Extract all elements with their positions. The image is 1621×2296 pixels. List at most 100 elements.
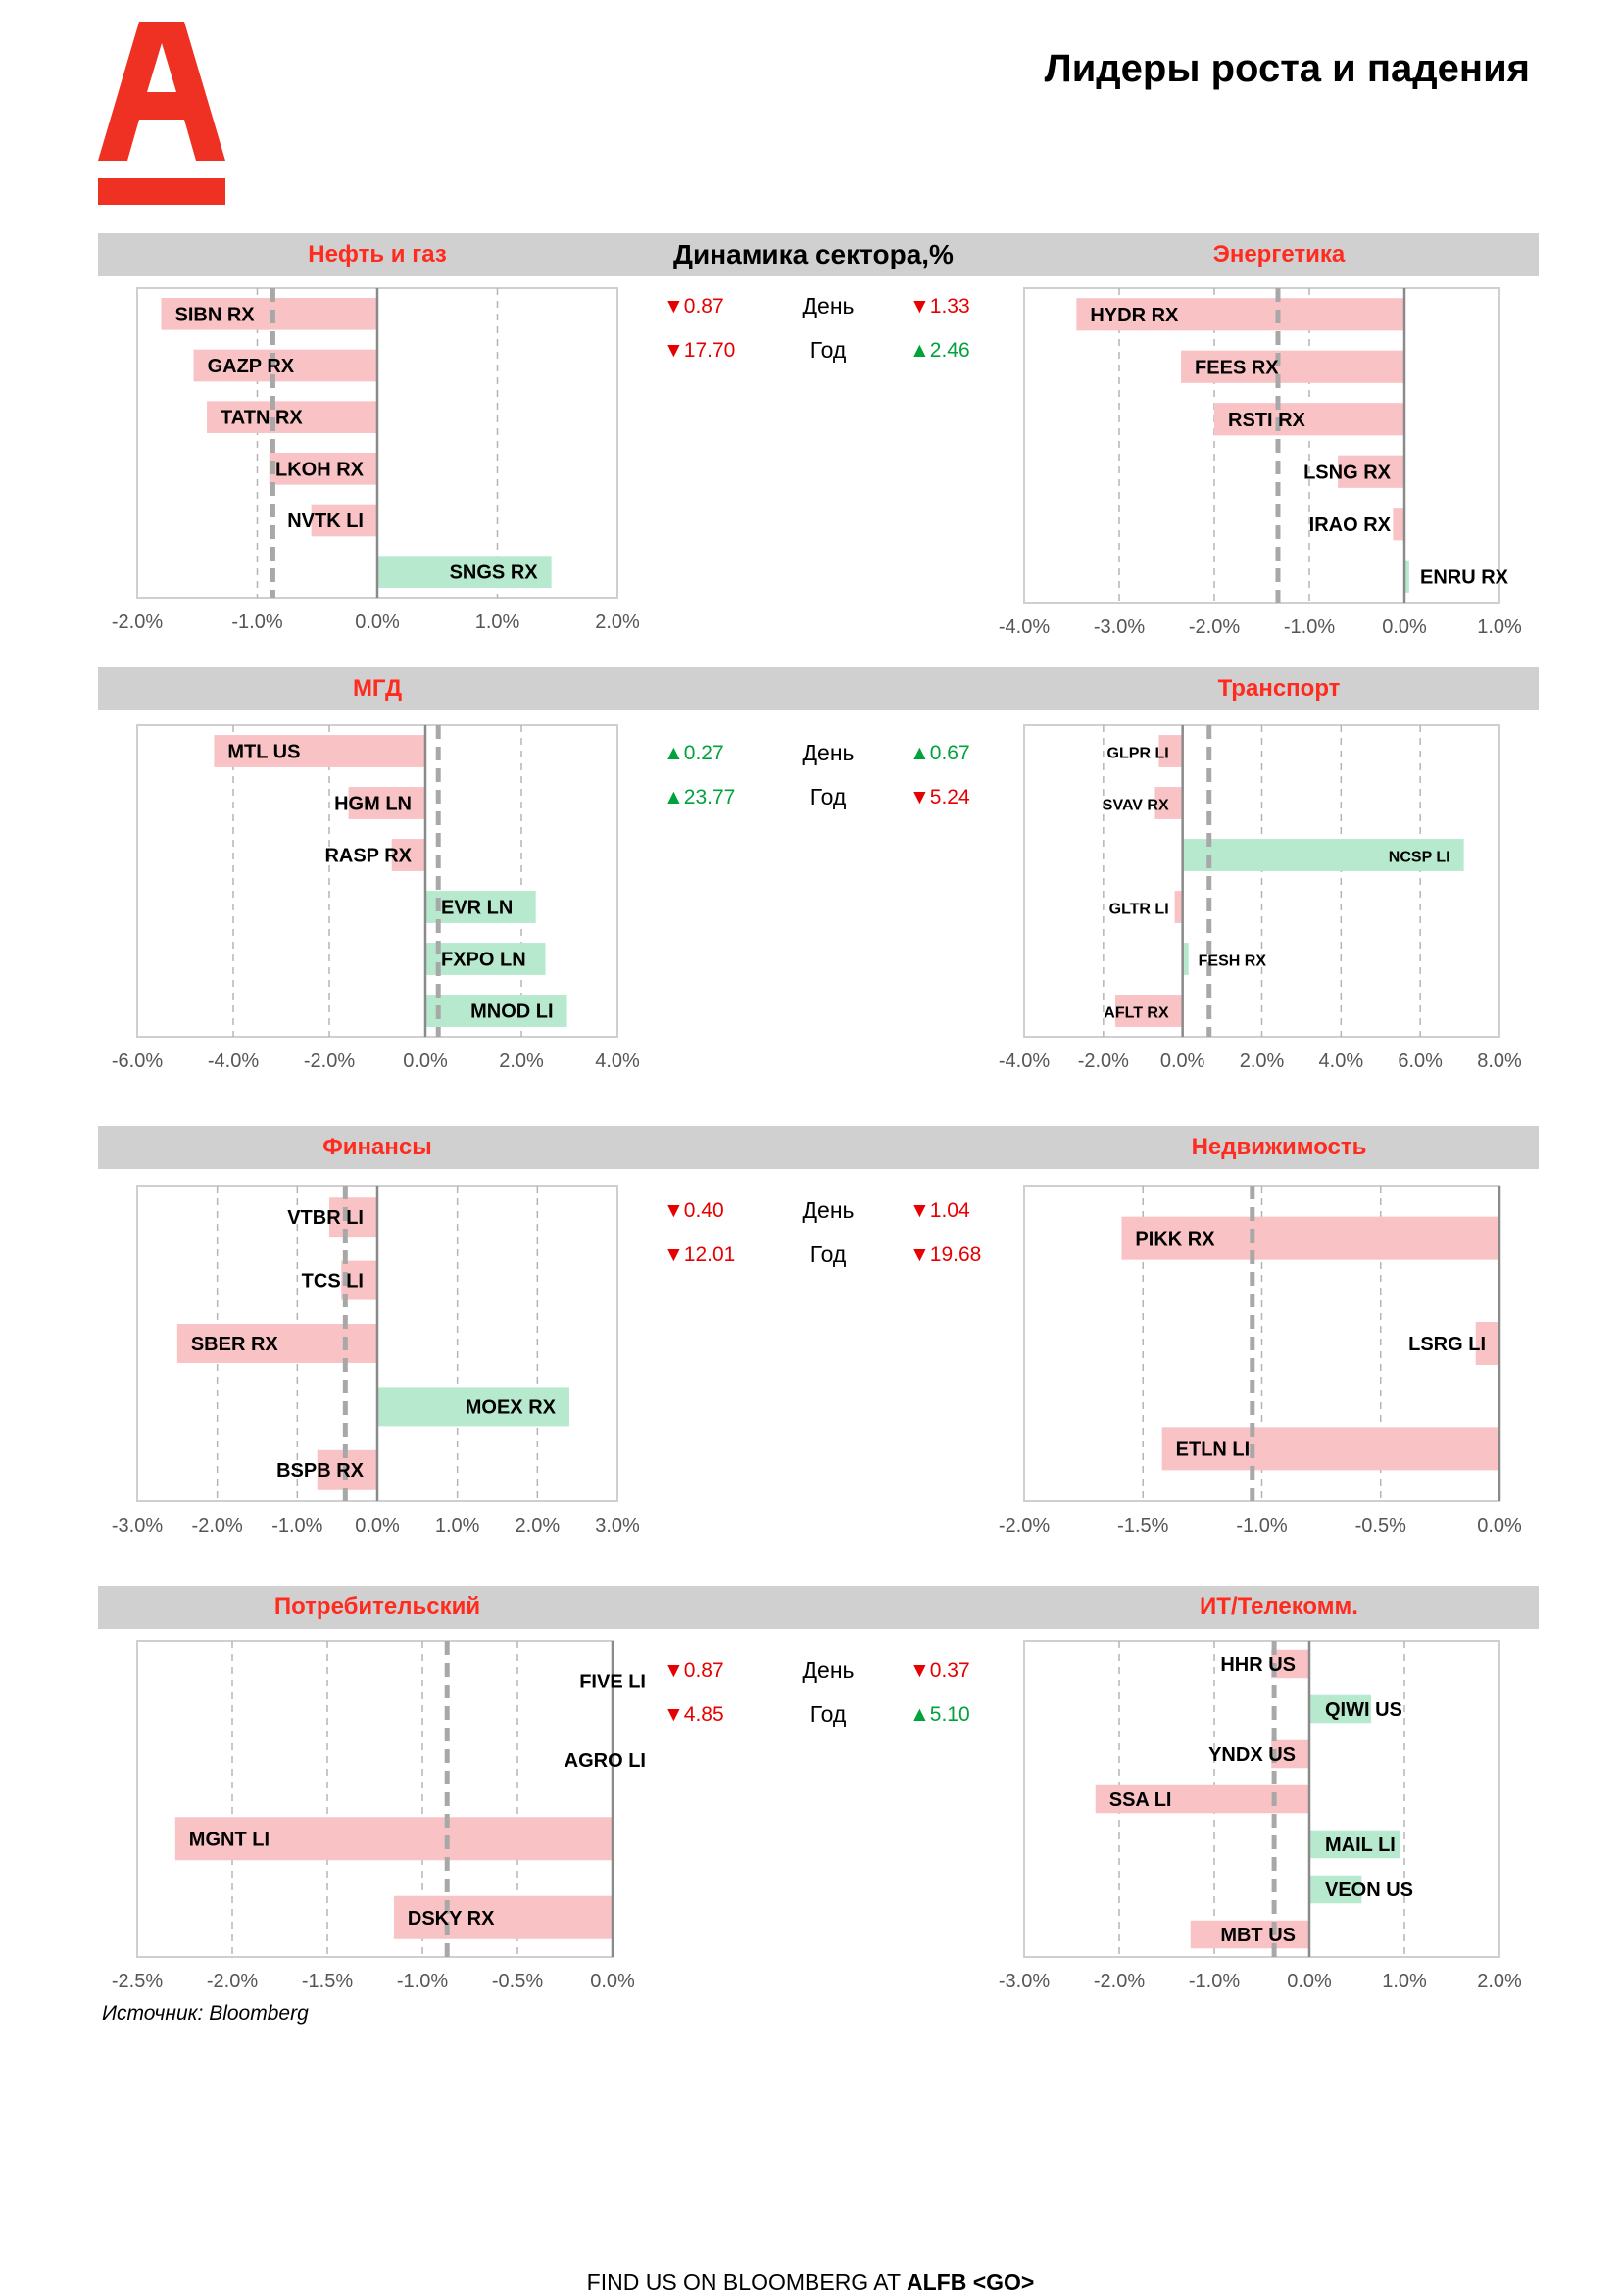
stat-day-right: ▼0.37 — [909, 1658, 970, 1684]
stat-value: 0.37 — [929, 1659, 970, 1682]
bar — [1114, 995, 1183, 1027]
tick-label: -4.0% — [999, 1050, 1050, 1072]
tick-label: 8.0% — [1477, 1050, 1522, 1072]
bar — [1154, 787, 1183, 819]
plot-frame — [1023, 1640, 1500, 1958]
stat-day-label: День — [802, 1657, 855, 1683]
bar-label: SNGS RX — [450, 562, 539, 584]
stat-value: 23.77 — [683, 786, 736, 808]
bar-label: AGRO LI — [565, 1750, 646, 1772]
bar — [269, 453, 377, 485]
stat-day-left: ▼0.40 — [663, 1198, 724, 1224]
bar-label: SSA LI — [1109, 1789, 1172, 1811]
stat-day-right: ▼1.04 — [909, 1198, 970, 1224]
bar-label: RASP RX — [324, 846, 412, 867]
tick-label: 2.0% — [1477, 1971, 1522, 1992]
bar — [161, 298, 377, 330]
stat-day-right: ▼1.33 — [909, 294, 970, 319]
bar — [425, 995, 567, 1027]
chart-transport: -4.0% -2.0% 0.0% 2.0% 4.0% 6.0% 8.0% GLPR LI SVA… — [999, 724, 1522, 1072]
bar-label: LSRG LI — [1408, 1334, 1486, 1355]
bar — [193, 349, 377, 382]
bar — [377, 556, 552, 588]
bar-label: SBER RX — [191, 1334, 279, 1355]
section-header-it-telecom: ИТ/Телекомм. — [1019, 1586, 1539, 1629]
bar — [1404, 560, 1409, 593]
tick-label: 1.0% — [475, 611, 520, 633]
stat-year-right: ▲5.10 — [909, 1702, 970, 1728]
tick-label: 0.0% — [1477, 1515, 1522, 1537]
chart-metals: -6.0% -4.0% -2.0% 0.0% 2.0% 4.0% MTL US HGM LN R… — [112, 724, 640, 1072]
bar — [1309, 1694, 1372, 1724]
bar-label: HYDR RX — [1090, 305, 1179, 326]
bar — [1393, 508, 1404, 541]
tick-label: 2.0% — [595, 611, 640, 633]
stat-year-left: ▼4.85 — [663, 1702, 724, 1728]
tick-label: -2.0% — [1078, 1050, 1129, 1072]
bar-label: GLPR LI — [1107, 746, 1169, 762]
bar — [1190, 1920, 1309, 1949]
bar — [348, 787, 425, 819]
page-title: Лидеры роста и падения — [1044, 47, 1530, 90]
trend-arrow-icon: ▲ — [909, 339, 930, 362]
section-header-realestate: Недвижимость — [1019, 1126, 1539, 1169]
bar — [1475, 1322, 1499, 1365]
plot-frame — [1023, 287, 1500, 604]
stat-value: 0.87 — [683, 1659, 724, 1682]
section-header-consumer-fill — [657, 1586, 1019, 1629]
chart-finance: -3.0% -2.0% -1.0% 0.0% 1.0% 2.0% 3.0% VTBR LI TC… — [112, 1185, 640, 1537]
bar-label: IRAO RX — [1309, 514, 1392, 536]
stat-value: 0.40 — [683, 1199, 724, 1222]
section-header-metals-fill — [657, 667, 1019, 710]
bar — [1271, 1739, 1309, 1769]
bar-label: LSNG RX — [1303, 462, 1392, 483]
bar-label: ENRU RX — [1420, 566, 1509, 588]
tick-label: 0.0% — [355, 611, 400, 633]
stat-day-right: ▲0.67 — [909, 741, 970, 766]
tick-label: -1.0% — [397, 1971, 448, 1992]
bar-label: NCSP LI — [1389, 850, 1450, 866]
bar-label: ETLN LI — [1176, 1439, 1251, 1460]
bar-label: YNDX US — [1208, 1744, 1296, 1766]
footer-prefix: FIND US ON BLOOMBERG AT — [586, 2270, 901, 2295]
trend-arrow-icon: ▲ — [909, 1703, 930, 1726]
tick-label: -1.0% — [1284, 616, 1335, 638]
stat-day-left: ▲0.27 — [663, 741, 724, 766]
stat-value: 5.24 — [929, 786, 970, 808]
bar-label: EVR LN — [441, 898, 513, 919]
tick-label: -3.0% — [999, 1971, 1050, 1992]
trend-arrow-icon: ▼ — [909, 1244, 930, 1266]
chart-energy: -4.0% -3.0% -2.0% -1.0% 0.0% 1.0% HYDR RX FEES … — [999, 287, 1522, 638]
tick-label: 3.0% — [595, 1515, 640, 1537]
bar-label: TCS LI — [302, 1271, 364, 1293]
bar — [329, 1197, 377, 1238]
bar-label: FESH RX — [1199, 953, 1267, 970]
tick-label: -4.0% — [999, 616, 1050, 638]
tick-label: 0.0% — [355, 1515, 400, 1537]
stat-year-right: ▼5.24 — [909, 785, 970, 810]
bar — [1182, 943, 1189, 975]
section-header-oil-gas: Нефть и газ — [98, 233, 657, 276]
trend-arrow-icon: ▲ — [909, 742, 930, 764]
stat-value: 1.33 — [929, 295, 970, 318]
tick-label: -1.5% — [1117, 1515, 1168, 1537]
footer-code: ALFB <GO> — [906, 2270, 1035, 2295]
tick-label: -2.5% — [112, 1971, 163, 1992]
bar — [207, 401, 377, 433]
tick-label: 0.0% — [1160, 1050, 1205, 1072]
trend-arrow-icon: ▼ — [909, 786, 930, 808]
stat-value: 0.67 — [929, 742, 970, 764]
section-header-consumer: Потребительский — [98, 1586, 657, 1629]
tick-label: -1.5% — [302, 1971, 353, 1992]
bar — [1309, 1830, 1400, 1859]
stat-year-label: Год — [810, 784, 847, 809]
trend-arrow-icon: ▼ — [909, 295, 930, 318]
bar-label: VEON US — [1325, 1880, 1413, 1901]
bar — [377, 1387, 569, 1427]
bar — [1181, 350, 1404, 383]
alfa-logo — [98, 22, 225, 205]
bar-label: HGM LN — [334, 794, 412, 815]
bar-label: RSTI RX — [1228, 410, 1306, 431]
bar-label: HHR US — [1220, 1654, 1296, 1676]
bar — [174, 1817, 614, 1861]
